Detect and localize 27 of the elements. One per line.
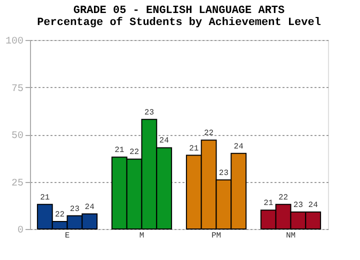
text: 22 (129, 148, 140, 158)
y-tick-label: 0 (17, 226, 24, 236)
y-tick-label: 75 (11, 84, 24, 95)
text: 24 (159, 136, 169, 146)
text: 22 (278, 193, 288, 202)
chart-subtitle: Percentage of Students by Achievement Level (37, 16, 322, 29)
x-tick-label: M (139, 232, 144, 240)
x-tick-label: NM (286, 232, 296, 240)
x-tick-label: E (64, 232, 70, 240)
text: 21 (264, 199, 274, 208)
y-tick-label: 50 (11, 131, 24, 142)
text: 23 (293, 200, 304, 210)
series-label: 22 (54, 210, 65, 220)
text: 24 (234, 142, 244, 152)
text: 23 (218, 168, 229, 178)
text: 23 (144, 108, 154, 118)
x-tick-label: PM (211, 232, 222, 240)
y-tick-label: 100 (5, 36, 24, 48)
series-label: 21 (40, 193, 50, 202)
y-tick-label: 25 (11, 178, 24, 190)
series-label: 23 (70, 204, 80, 214)
text: 21 (114, 146, 124, 156)
text: 22 (204, 129, 214, 138)
chart-title: GRADE 05 - ENGLISH LANGUAGE ARTS (73, 5, 286, 17)
series-label: 24 (84, 202, 95, 212)
text: 21 (189, 144, 199, 154)
text: 24 (308, 200, 318, 210)
